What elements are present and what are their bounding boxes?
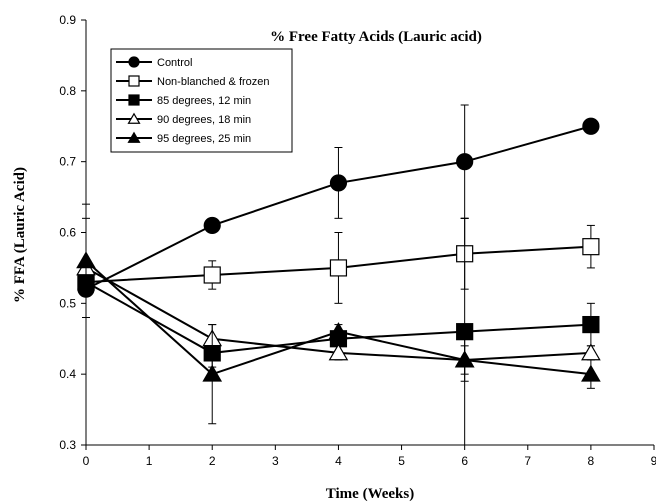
y-tick-label: 0.6 xyxy=(59,226,76,240)
y-tick-label: 0.9 xyxy=(59,13,76,27)
x-tick-label: 5 xyxy=(398,454,405,468)
legend-marker xyxy=(128,56,140,68)
data-point xyxy=(456,153,474,171)
y-tick-label: 0.4 xyxy=(59,367,76,381)
data-point xyxy=(76,251,96,269)
x-tick-label: 1 xyxy=(146,454,153,468)
data-point xyxy=(581,343,601,361)
x-tick-label: 7 xyxy=(524,454,531,468)
x-tick-label: 0 xyxy=(83,454,90,468)
legend-marker xyxy=(127,112,141,124)
x-tick-label: 9 xyxy=(651,454,656,468)
series-4 xyxy=(76,203,601,425)
data-point xyxy=(328,322,349,340)
x-axis-title: Time (Weeks) xyxy=(326,486,414,502)
x-tick-label: 3 xyxy=(272,454,279,468)
legend-label: 90 degrees, 18 min xyxy=(157,114,251,126)
x-tick-label: 6 xyxy=(461,454,468,468)
chart-title: % Free Fatty Acids (Lauric acid) xyxy=(270,29,482,45)
x-tick-label: 4 xyxy=(335,454,342,468)
data-point xyxy=(454,350,475,368)
x-tick-label: 8 xyxy=(588,454,595,468)
y-axis-title: % FFA (Lauric Acid) xyxy=(12,167,28,303)
y-tick-label: 0.8 xyxy=(59,84,76,98)
data-point xyxy=(581,364,601,382)
y-tick-label: 0.7 xyxy=(59,155,76,169)
data-point xyxy=(582,117,600,135)
data-point xyxy=(582,238,600,256)
x-tick-label: 2 xyxy=(209,454,216,468)
legend-marker xyxy=(128,75,140,87)
data-point xyxy=(203,216,221,235)
y-tick-label: 0.5 xyxy=(59,296,76,310)
legend-label: Non-blanched & frozen xyxy=(157,76,270,88)
data-point xyxy=(582,315,600,334)
legend-label: Control xyxy=(157,57,192,69)
data-point xyxy=(203,266,221,284)
data-point xyxy=(328,343,349,361)
data-point xyxy=(329,259,348,277)
legend-label: 85 degrees, 12 min xyxy=(157,95,251,107)
legend-label: 95 degrees, 25 min xyxy=(157,133,251,145)
y-tick-label: 0.3 xyxy=(59,438,76,452)
series-1 xyxy=(77,217,600,304)
data-point xyxy=(202,364,223,382)
data-point xyxy=(456,323,474,341)
data-point xyxy=(329,174,348,192)
legend-marker xyxy=(127,131,141,143)
legend-marker xyxy=(128,94,140,106)
